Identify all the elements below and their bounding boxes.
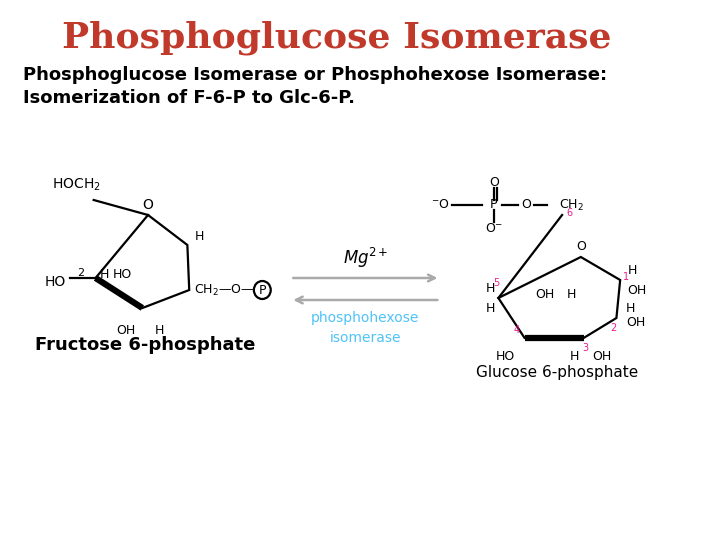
Text: H: H	[195, 231, 204, 244]
Text: H: H	[628, 264, 637, 276]
Text: OH: OH	[536, 288, 555, 301]
Text: HOCH$_2$: HOCH$_2$	[52, 177, 100, 193]
Text: H: H	[570, 349, 579, 362]
Text: Isomerization of F-6-P to Glc-6-P.: Isomerization of F-6-P to Glc-6-P.	[24, 89, 356, 107]
Text: O: O	[143, 198, 153, 212]
Text: 2: 2	[611, 323, 617, 333]
Text: Mg$^{2+}$: Mg$^{2+}$	[343, 246, 388, 270]
Text: OH: OH	[626, 316, 645, 329]
Text: OH: OH	[116, 323, 135, 336]
Text: H: H	[486, 281, 495, 294]
Text: CH$_2$—O—: CH$_2$—O—	[194, 282, 254, 298]
Text: phosphohexose: phosphohexose	[311, 311, 420, 325]
Text: O: O	[576, 240, 586, 253]
Text: H: H	[626, 301, 635, 314]
Text: Phosphoglucose Isomerase or Phosphohexose Isomerase:: Phosphoglucose Isomerase or Phosphohexos…	[24, 66, 608, 84]
Text: O$^{-}$: O$^{-}$	[485, 222, 503, 235]
Text: 5: 5	[493, 278, 500, 288]
Text: OH: OH	[628, 284, 647, 296]
Text: H: H	[567, 288, 576, 301]
Text: 3: 3	[582, 343, 588, 353]
Text: Glucose 6-phosphate: Glucose 6-phosphate	[476, 364, 639, 380]
Text: P: P	[258, 284, 266, 296]
Text: H: H	[100, 268, 109, 281]
Text: OH: OH	[593, 349, 612, 362]
Text: $^{-}$O: $^{-}$O	[431, 199, 450, 212]
Text: Fructose 6-phosphate: Fructose 6-phosphate	[35, 336, 256, 354]
Text: isomerase: isomerase	[330, 331, 401, 345]
Text: HO: HO	[496, 349, 516, 362]
Text: P: P	[490, 199, 498, 212]
Text: HO: HO	[112, 268, 132, 281]
Text: CH$_2$: CH$_2$	[559, 198, 584, 213]
Text: Phosphoglucose Isomerase: Phosphoglucose Isomerase	[63, 21, 612, 55]
Text: 2: 2	[77, 268, 84, 278]
Text: H: H	[155, 323, 164, 336]
Text: H: H	[486, 301, 495, 314]
Text: HO: HO	[45, 275, 66, 289]
Text: O: O	[489, 176, 499, 188]
Text: 4: 4	[514, 325, 520, 335]
Text: O: O	[521, 199, 531, 212]
Text: 6: 6	[567, 208, 572, 218]
Text: 1: 1	[623, 272, 629, 282]
